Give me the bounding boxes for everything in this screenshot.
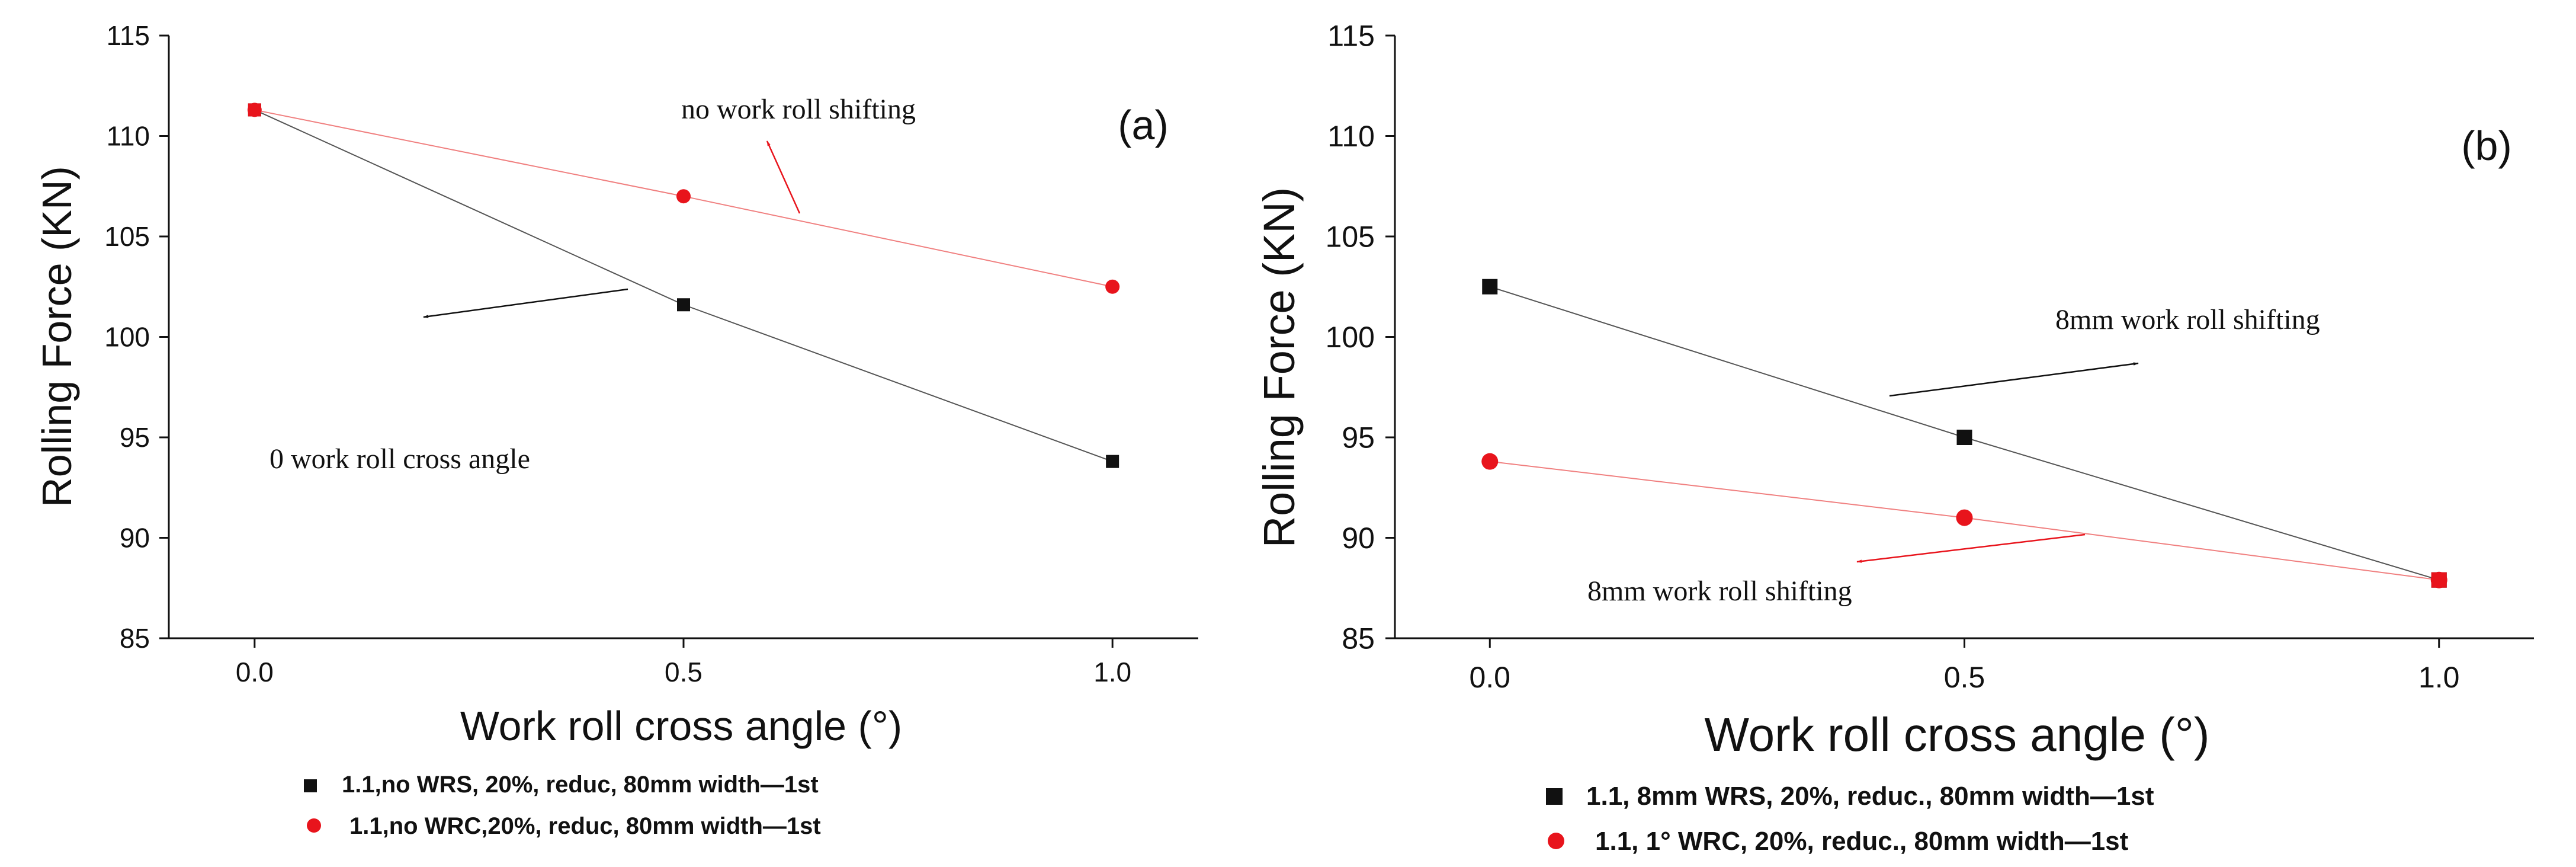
y-tick-label-b-1: 90 [1342,522,1375,555]
legend-marker-circle-b [1548,833,1564,849]
y-tick-label-b-4: 105 [1326,220,1375,254]
data-point-overlap-b-2 [2431,572,2447,588]
annotation-8mm-work-roll-shifting-upper: 8mm work roll shifting [2055,304,2320,335]
legend-label-a-series-1: 1.1,no WRS, 20%, reduc, 80mm width—1st [342,772,819,798]
y-tick-label-a-6: 115 [107,20,150,51]
y-tick-label-b-0: 85 [1342,622,1375,655]
data-point-a-s2-2 [1105,279,1120,294]
chart-panel-a: 85 90 95 100 105 110 115 0.0 0.5 1.0 Rolling For… [34,20,1198,839]
annotation-no-work-roll-shifting: no work roll shifting [681,94,916,125]
arrow-0-work-roll-cross-angle [423,288,628,318]
x-tick-label-a-2: 1.0 [1093,657,1131,687]
legend-marker-square-a [304,779,317,792]
y-axis-title-b: Rolling Force (KN) [1255,187,1304,548]
legend-b: 1.1, 8mm WRS, 20%, reduc., 80mm width—1s… [1546,782,2154,856]
legend-label-a-series-2: 1.1,no WRC,20%, reduc, 80mm width—1st [349,813,821,839]
x-tick-label-a-1: 0.5 [665,657,702,687]
y-tick-label-a-1: 90 [120,523,150,554]
y-tick-label-a-5: 110 [107,121,150,152]
x-tick-label-b-2: 1.0 [2418,661,2460,694]
panel-label-a: (a) [1118,102,1169,148]
data-point-a-s1-2 [1106,455,1119,468]
axes-frame-b [1394,36,2534,639]
x-ticks-b: 0.0 0.5 1.0 [1469,638,2460,694]
arrow-8mm-upper [1889,362,2139,397]
y-tick-label-b-2: 95 [1342,421,1375,455]
axes-frame-a [168,36,1198,639]
legend-marker-circle-a [307,818,321,833]
legend-marker-square-b [1546,788,1563,805]
legend-label-b-series-1: 1.1, 8mm WRS, 20%, reduc., 80mm width—1s… [1586,782,2154,811]
series-lines-a [254,109,1113,462]
y-tick-label-a-3: 100 [104,322,150,353]
x-tick-label-b-1: 0.5 [1944,661,1985,694]
annotation-0-work-roll-cross-angle: 0 work roll cross angle [270,443,530,475]
y-tick-label-a-4: 105 [104,221,150,252]
series-markers-a [247,103,1120,468]
x-tick-label-b-0: 0.0 [1469,661,1510,694]
y-tick-label-b-3: 100 [1326,321,1375,354]
data-point-b-s1-1 [1956,430,1972,445]
legend-label-b-series-2: 1.1, 1° WRC, 20%, reduc., 80mm width—1st [1595,827,2129,856]
series-line-a-1 [254,109,1113,462]
data-point-b-s2-1 [1956,509,1973,526]
series-markers-b [1481,279,2447,588]
x-ticks-a: 0.0 0.5 1.0 [236,638,1131,687]
y-tick-label-a-2: 95 [120,422,150,453]
y-ticks-a: 85 90 95 100 105 110 115 [104,20,169,654]
data-point-a-s2-1 [676,189,691,204]
x-axis-title-a: Work roll cross angle (°) [460,703,902,749]
y-tick-label-a-0: 85 [120,623,150,654]
data-point-overlap-a-0 [248,103,261,117]
y-tick-label-b-5: 110 [1327,120,1375,153]
chart-panel-b: 85 90 95 100 105 110 115 0.0 0.5 1.0 Rolling For… [1255,20,2534,856]
data-point-b-s1-0 [1482,279,1498,295]
legend-a: 1.1,no WRS, 20%, reduc, 80mm width—1st 1… [304,772,821,839]
x-tick-label-a-0: 0.0 [236,657,274,687]
y-tick-label-b-6: 115 [1327,20,1375,53]
arrow-8mm-lower [1856,533,2086,563]
arrow-no-work-roll-shifting [766,140,801,214]
data-point-b-s2-0 [1481,453,1499,470]
data-point-a-s1-1 [677,298,690,312]
annotation-8mm-work-roll-shifting-lower: 8mm work roll shifting [1587,575,1852,607]
panel-label-b: (b) [2461,123,2512,169]
y-axis-title-a: Rolling Force (KN) [34,166,80,507]
y-ticks-b: 85 90 95 100 105 110 115 [1326,20,1395,655]
x-axis-title-b: Work roll cross angle (°) [1705,708,2210,761]
